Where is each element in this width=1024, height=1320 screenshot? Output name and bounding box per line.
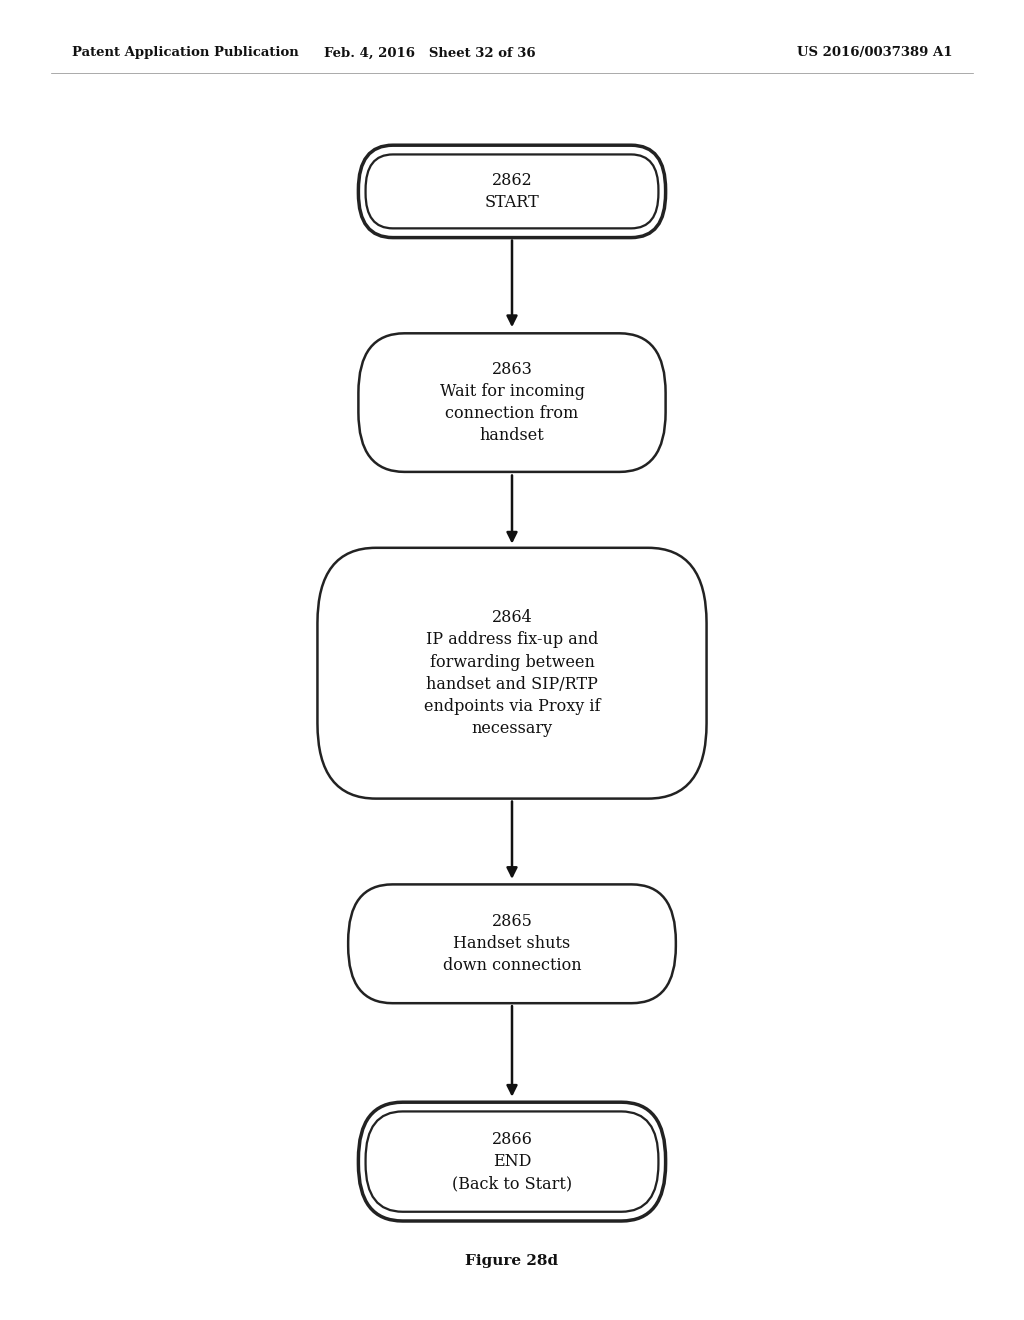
- Text: 2866
END
(Back to Start): 2866 END (Back to Start): [452, 1131, 572, 1192]
- FancyBboxPatch shape: [317, 548, 707, 799]
- Text: Patent Application Publication: Patent Application Publication: [72, 46, 298, 59]
- Text: 2862
START: 2862 START: [484, 172, 540, 211]
- Text: US 2016/0037389 A1: US 2016/0037389 A1: [797, 46, 952, 59]
- Text: Feb. 4, 2016   Sheet 32 of 36: Feb. 4, 2016 Sheet 32 of 36: [325, 46, 536, 59]
- FancyBboxPatch shape: [358, 1102, 666, 1221]
- FancyBboxPatch shape: [358, 334, 666, 473]
- Text: 2864
IP address fix-up and
forwarding between
handset and SIP/RTP
endpoints via : 2864 IP address fix-up and forwarding be…: [424, 610, 600, 737]
- Text: Figure 28d: Figure 28d: [466, 1254, 558, 1267]
- Text: 2865
Handset shuts
down connection: 2865 Handset shuts down connection: [442, 913, 582, 974]
- FancyBboxPatch shape: [358, 145, 666, 238]
- Text: 2863
Wait for incoming
connection from
handset: 2863 Wait for incoming connection from h…: [439, 360, 585, 445]
- FancyBboxPatch shape: [348, 884, 676, 1003]
